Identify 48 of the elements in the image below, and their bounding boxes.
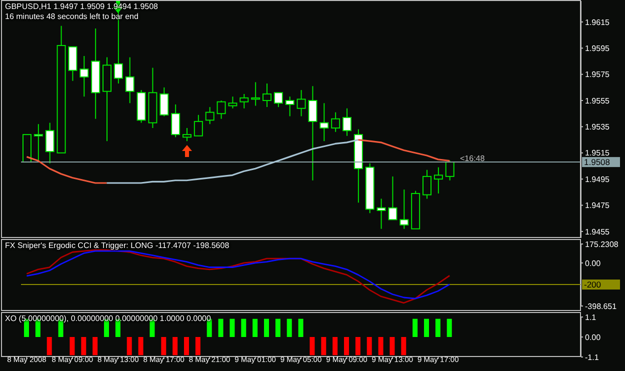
candlestick [296,90,306,117]
candlestick [205,106,214,125]
candlestick [45,122,54,164]
candlestick [228,96,238,109]
candlestick [251,82,260,106]
candlestick [445,160,454,181]
candlestick [376,198,386,230]
candlestick [160,86,169,117]
candlestick [320,102,329,142]
ref-line-label: -200 [584,280,602,290]
candlestick [171,104,180,138]
y-tick-label: 175.2308 [585,240,619,249]
candlestick [342,108,352,136]
candlestick [422,169,432,200]
candlestick [262,82,272,108]
y-tick-label: 0.00 [585,332,602,342]
y-tick-label: 1.9555 [585,96,610,106]
candlestick [285,96,294,117]
candlestick [274,92,283,108]
candlestick [125,56,134,104]
y-tick-label: 1.9515 [585,148,610,158]
candlestick [240,93,249,109]
chart-title: XO (5.00000000), 0.00000000 0.00000000 1.0000 0.0000 [5,314,211,324]
chart-title: FX Sniper's Ergodic CCI & Trigger: LONG -117.4707 -198.5608 [5,241,230,251]
y-tick-label: -1.1 [585,352,600,362]
candlestick [68,46,78,82]
y-tick-label: 1.9475 [585,201,610,210]
y-tick-label: 1.9595 [585,44,610,53]
y-tick-label: 1.9495 [585,174,610,184]
y-tick-label: 1.9535 [585,122,610,132]
candlestick [434,166,443,194]
y-tick-label: 1.9615 [585,18,610,27]
y-tick-label: 1.9575 [585,70,610,80]
ref-line-label: 1.9508 [584,157,610,168]
candlestick [216,100,226,120]
candlestick [308,86,318,181]
candlestick [388,176,398,220]
y-tick-label: 0.00 [585,258,602,268]
y-tick-label: 1.1 [585,312,597,322]
candlestick [194,114,203,136]
y-tick-label: 1.9455 [585,227,610,236]
candlestick [400,189,409,230]
candlestick [80,55,89,98]
annotation: <16:48 [460,154,485,163]
candlestick [34,124,43,163]
candlestick [331,112,340,132]
candlestick [182,128,192,142]
y-tick-label: -398.651 [585,302,618,311]
